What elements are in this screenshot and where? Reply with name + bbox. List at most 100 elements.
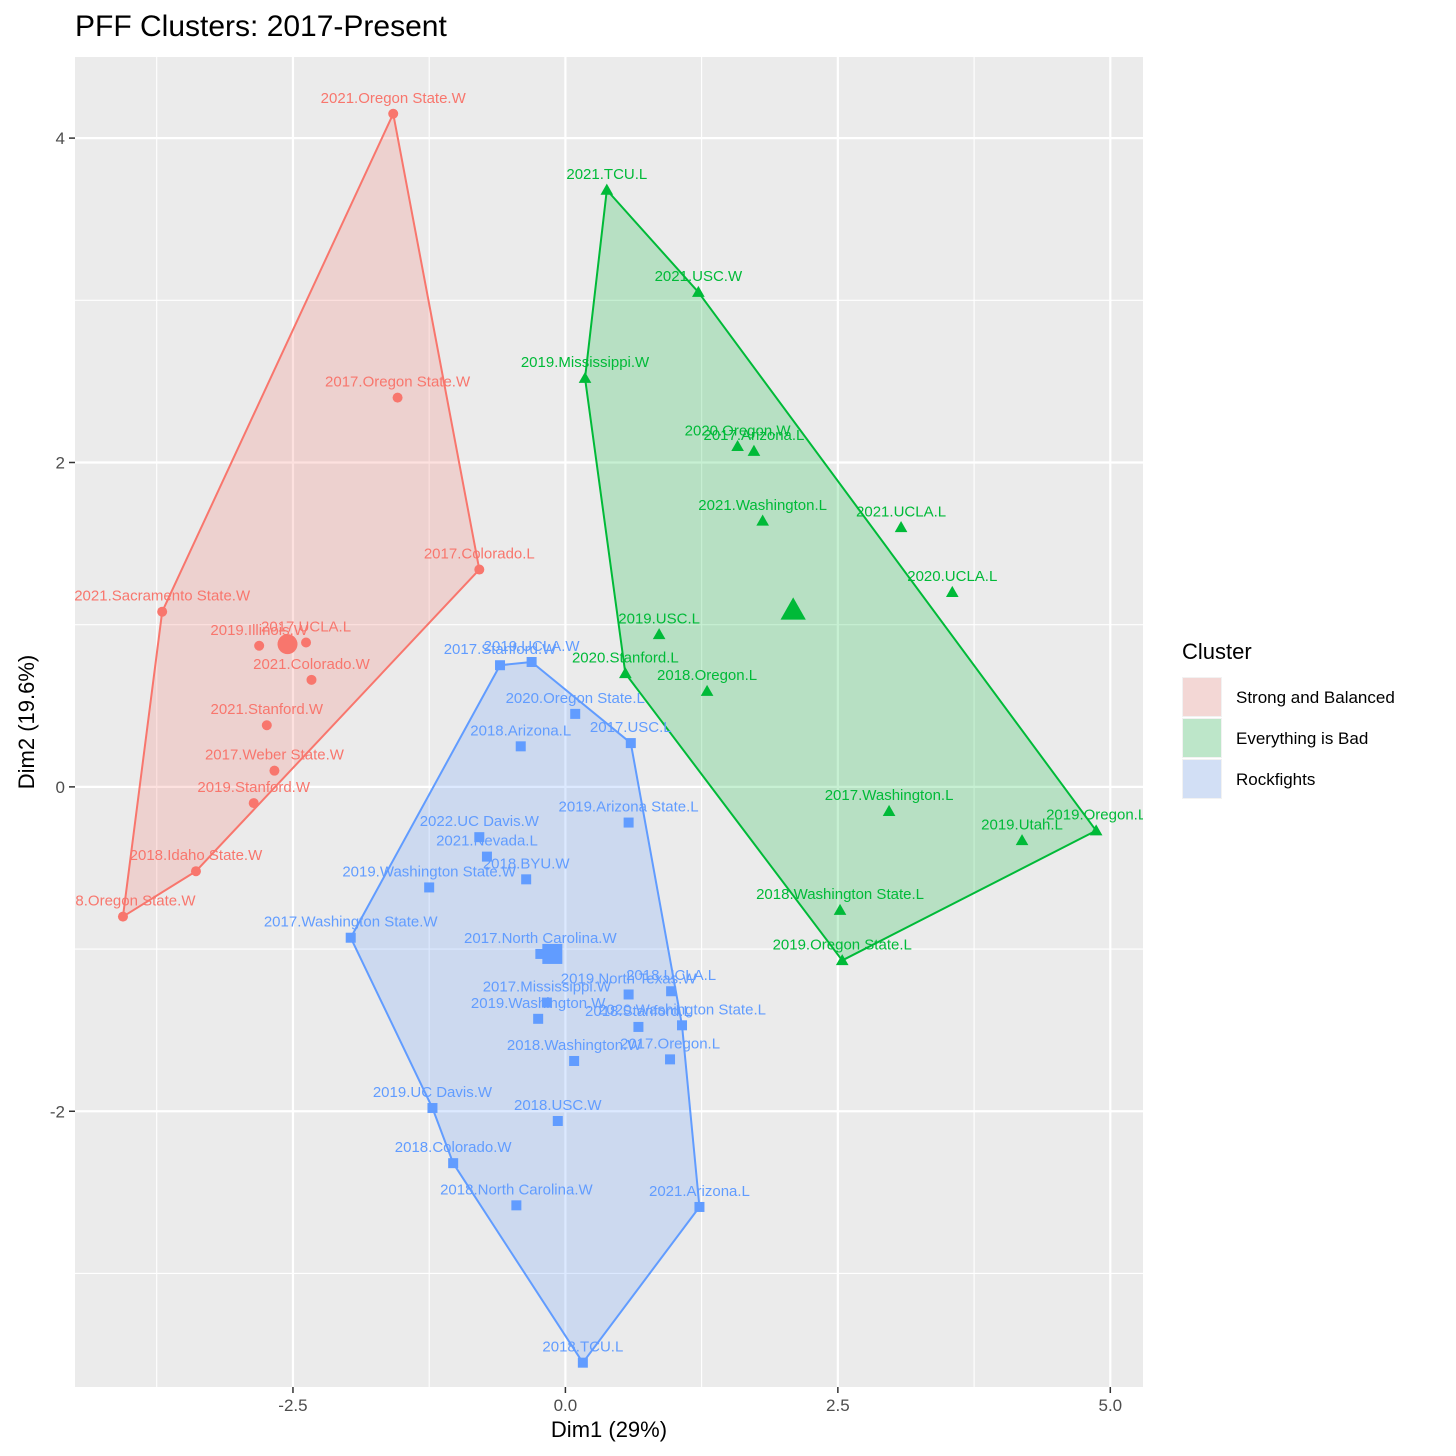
point-2021-usc-w [692, 285, 705, 297]
label-2019-north-texas-w: 2019.North Texas.W [561, 970, 697, 987]
point-2019-uc-davis-w [427, 1103, 438, 1114]
label-2018-oregon-l: 2018.Oregon.L [657, 667, 757, 684]
label-2021-arizona-l: 2021.Arizona.L [649, 1183, 750, 1200]
label-2018-washington-state-l: 2018.Washington State.L [756, 886, 924, 903]
legend-key-fill [1183, 678, 1221, 716]
point-2019-washington-state-w [424, 882, 435, 893]
x-tick-label: -2.5 [278, 1396, 307, 1415]
point-2018-oregon-state-w [117, 911, 128, 922]
label-2019-arizona-state-l: 2019.Arizona State.L [559, 799, 699, 816]
label-2020-oregon-w: 2020.Oregon.W [685, 422, 792, 439]
label-2017-stanford-w: 2017.Stanford.W [444, 641, 557, 658]
legend-swatch-rockfights [1182, 759, 1222, 799]
point-2021-colorado-w [306, 674, 317, 685]
point-2018-colorado-w [448, 1158, 459, 1169]
label-2017-mississippi-w: 2017.Mississippi.W [483, 979, 612, 996]
point-2017-arizona-l [747, 444, 761, 456]
point-2019-mississippi-w [578, 371, 592, 383]
hull-rockfights [349, 660, 701, 1364]
cluster-centroids [277, 597, 806, 964]
label-2017-north-carolina-w: 2017.North Carolina.W [464, 930, 617, 947]
label-2019-ucla-w: 2019.UCLA.W [484, 638, 581, 655]
point-2017-north-carolina-w [535, 948, 546, 959]
point-2017-weber-state-w [269, 765, 280, 776]
point-2018-usc-w [552, 1116, 563, 1126]
label-2017-ucla-l: 2017.UCLA.L [261, 619, 351, 636]
label-2017-washington-l: 2017.Washington.L [825, 787, 954, 804]
label-2018-ucla-l: 2018.UCLA.L [626, 967, 716, 984]
label-2018-colorado-w: 2018.Colorado.W [395, 1139, 513, 1156]
label-2020-ucla-l: 2020.UCLA.L [907, 568, 997, 585]
point-2017-mississippi-w [541, 997, 552, 1008]
label-2019-washington-state-w: 2019.Washington State.W [342, 863, 517, 880]
legend: Cluster Strong and Balanced Everything is… [1182, 639, 1395, 799]
point-2017-ucla-l [301, 637, 312, 648]
point-2018-idaho-state-w [190, 866, 201, 877]
legend-label-everything-is-bad: Everything is Bad [1236, 729, 1368, 748]
point-2019-illinois-w [254, 640, 265, 651]
legend-swatch-strong-and-balanced [1182, 677, 1222, 717]
point-2017-washington-l [882, 804, 896, 816]
point-2017-colorado-l [474, 564, 485, 575]
label-2022-uc-davis-w: 2022.UC Davis.W [420, 813, 540, 830]
centroid-rockfights [542, 943, 563, 964]
label-2017-usc-l: 2017.USC.L [590, 719, 672, 736]
label-2021-ucla-l: 2021.UCLA.L [856, 503, 946, 520]
legend-label-strong-and-balanced: Strong and Balanced [1236, 688, 1395, 707]
label-2017-oregon-l: 2017.Oregon.L [620, 1035, 720, 1052]
legend-title: Cluster [1182, 639, 1252, 664]
centroid-strong-and-balanced [277, 634, 298, 655]
label-2017-arizona-l: 2017.Arizona.L [703, 427, 804, 444]
point-2017-usc-l [625, 738, 636, 749]
label-2019-illinois-w: 2019.Illinois.W [210, 622, 308, 639]
label-2019-usc-l: 2019.USC.L [618, 610, 700, 627]
point-2020-ucla-l [945, 585, 959, 597]
y-tick-label: 4 [56, 129, 65, 148]
legend-key-bg [1182, 677, 1222, 717]
label-2020-oregon-state-l: 2020.Oregon State.L [506, 690, 645, 707]
legend-key-bg [1182, 759, 1222, 799]
point-2020-oregon-state-l [570, 708, 581, 719]
legend-swatch-everything-is-bad [1182, 718, 1222, 758]
point-2018-washington-state-l [833, 903, 847, 915]
x-tick-label: 5.0 [1098, 1396, 1122, 1415]
point-2019-utah-l [1015, 834, 1029, 846]
label-2021-tcu-l: 2021.TCU.L [566, 166, 647, 183]
legend-key-fill [1183, 760, 1221, 798]
label-2018-byu-w: 2018.BYU.W [483, 855, 571, 872]
label-2019-stanford-w: 2019.Stanford.W [197, 779, 310, 796]
label-2019-washington-w: 2019.Washington.W [471, 995, 606, 1012]
point-2020-stanford-l [619, 667, 632, 679]
y-tick-label: 2 [56, 453, 65, 472]
label-2019-oregon-state-l: 2019.Oregon State.L [773, 936, 912, 953]
point-2020-oregon-w [731, 439, 744, 452]
label-2018-tcu-l: 2018.TCU.L [542, 1339, 623, 1356]
label-2019-mississippi-w: 2019.Mississippi.W [521, 354, 650, 371]
y-tick-label: 0 [56, 778, 65, 797]
point-2017-oregon-l [665, 1054, 676, 1065]
label-2017-washington-state-w: 2017.Washington State.W [264, 914, 439, 931]
point-2019-oregon-l [1089, 824, 1103, 836]
y-axis-title: Dim2 (19.6%) [14, 655, 39, 789]
label-2019-oregon-l: 2019.Oregon.L [1046, 807, 1146, 824]
minor-gridlines [75, 57, 1143, 1387]
label-2018-usc-w: 2018.USC.W [514, 1097, 602, 1114]
label-2021-washington-l: 2021.Washington.L [698, 497, 827, 514]
point-2021-nevada-l [481, 851, 492, 862]
legend-key-bg [1182, 718, 1222, 758]
point-2019-usc-l [652, 628, 666, 640]
chart-title: PFF Clusters: 2017-Present [75, 10, 447, 43]
point-2021-ucla-l [894, 521, 908, 533]
x-tick-label: 0.0 [554, 1396, 578, 1415]
label-2017-colorado-l: 2017.Colorado.L [424, 546, 535, 563]
label-2019-uc-davis-w: 2019.UC Davis.W [373, 1084, 493, 1101]
label-2021-colorado-w: 2021.Colorado.W [253, 656, 371, 673]
label-2020-washington-state-l: 2020.Washington State.L [598, 1001, 766, 1018]
point-2021-washington-l [756, 514, 769, 526]
label-2018-north-carolina-w: 2018.North Carolina.W [440, 1181, 593, 1198]
point-2019-north-texas-w [623, 989, 634, 1000]
point-2018-ucla-l [666, 986, 677, 997]
label-2021-stanford-w: 2021.Stanford.W [211, 701, 324, 718]
